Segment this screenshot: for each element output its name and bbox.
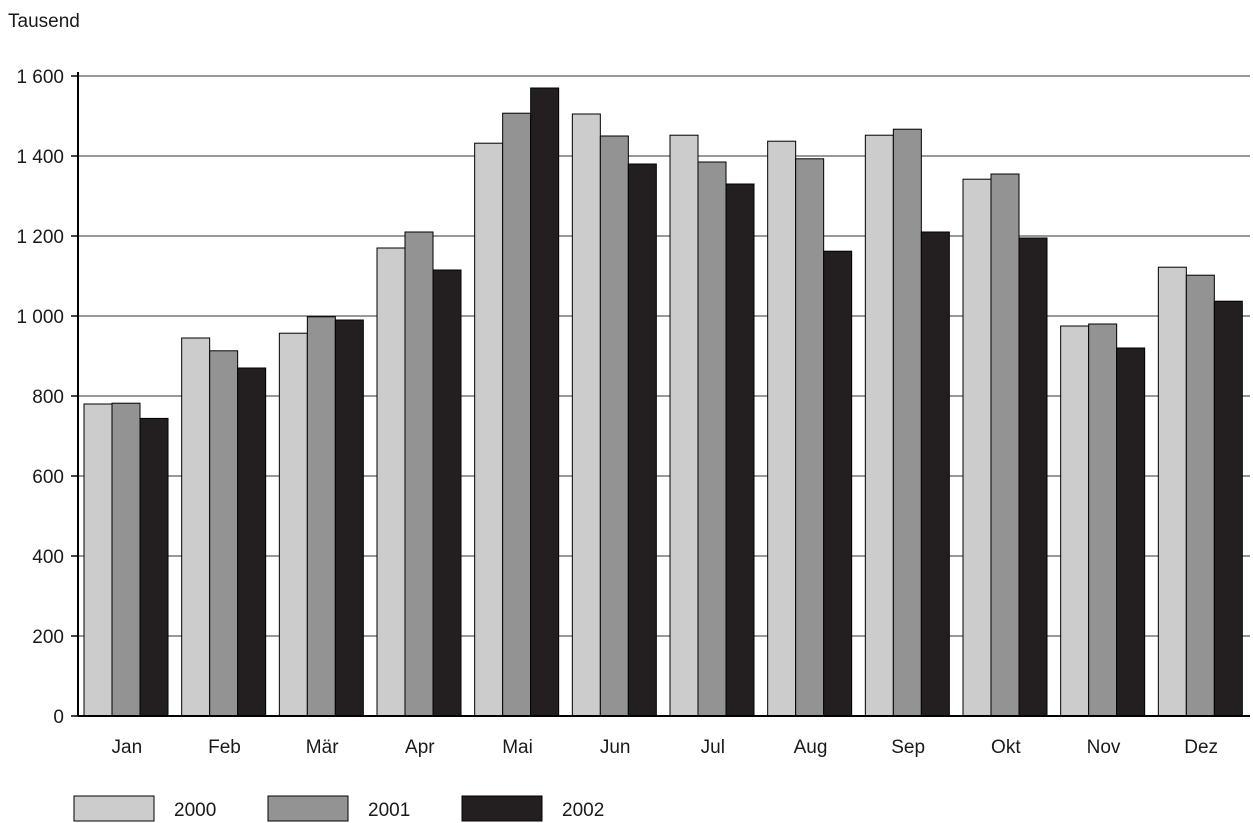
x-tick-label: Jun — [600, 737, 631, 758]
x-tick-label: Okt — [991, 737, 1021, 758]
bar-2001-Feb — [209, 350, 239, 717]
bar-2000-Mär — [278, 332, 308, 717]
bar-2001-Jul — [697, 161, 727, 717]
y-tick-label: 600 — [32, 467, 64, 488]
bar-2002-Jun — [627, 163, 657, 717]
bar-2000-Dez — [1157, 266, 1187, 717]
y-tick-label: 400 — [32, 547, 64, 568]
axes — [71, 72, 1250, 717]
bar-2002-Mai — [530, 87, 560, 717]
legend-swatch-2001 — [267, 795, 349, 822]
gridlines — [78, 75, 1250, 637]
legend-label-2002: 2002 — [562, 800, 604, 821]
bar-2002-Jul — [725, 183, 755, 717]
bar-2000-Okt — [962, 178, 992, 717]
bar-2001-Jun — [599, 135, 629, 717]
bar-2002-Aug — [823, 250, 853, 717]
x-tick-label: Apr — [405, 737, 435, 758]
y-axis-unit-label: Tausend — [8, 11, 80, 32]
bars — [83, 87, 1243, 717]
y-tick-label: 0 — [53, 707, 64, 728]
bar-2001-Mai — [502, 112, 532, 717]
legend-swatch-2000 — [73, 795, 155, 822]
bar-2001-Dez — [1185, 274, 1215, 717]
y-tick-label: 1 000 — [16, 307, 64, 328]
legend: 2000 2001 2002 — [73, 795, 604, 822]
bar-2002-Dez — [1213, 300, 1243, 717]
bar-2002-Feb — [237, 367, 267, 717]
bar-2002-Okt — [1018, 237, 1048, 717]
bar-2002-Apr — [432, 269, 462, 717]
bar-2002-Jan — [139, 417, 169, 717]
x-tick-label: Mai — [502, 737, 533, 758]
x-tick-label: Dez — [1184, 737, 1218, 758]
x-tick-label: Sep — [891, 737, 925, 758]
x-tick-label: Jul — [701, 737, 725, 758]
bar-2002-Nov — [1116, 347, 1146, 717]
bar-2000-Feb — [181, 337, 211, 717]
x-tick-label: Mär — [306, 737, 339, 758]
y-tick-label: 200 — [32, 627, 64, 648]
bar-2001-Aug — [795, 158, 825, 717]
bar-2000-Jan — [83, 403, 113, 717]
y-tick-label: 1 200 — [16, 227, 64, 248]
bar-2000-Jun — [571, 113, 601, 717]
y-tick-label: 1 600 — [16, 67, 64, 88]
y-tick-label: 1 400 — [16, 147, 64, 168]
bar-2000-Jul — [669, 134, 699, 717]
x-tick-labels: Jan Feb Mär Apr Mai Jun Jul Aug Sep Okt Nov Dez — [112, 737, 1219, 758]
legend-label-2001: 2001 — [368, 800, 410, 821]
bar-2000-Aug — [767, 140, 797, 717]
bar-2001-Okt — [990, 173, 1020, 717]
bar-2000-Nov — [1060, 325, 1090, 717]
bar-2000-Apr — [376, 247, 406, 717]
bar-2000-Sep — [864, 134, 894, 717]
bar-2002-Mär — [334, 319, 364, 717]
legend-swatch-2002 — [461, 795, 543, 822]
x-tick-label: Nov — [1087, 737, 1121, 758]
bar-2001-Jan — [111, 402, 141, 717]
x-tick-label: Jan — [112, 737, 143, 758]
bar-2000-Mai — [474, 142, 504, 717]
bar-2002-Sep — [920, 231, 950, 717]
bar-2001-Apr — [404, 231, 434, 717]
bar-2001-Nov — [1088, 323, 1118, 717]
legend-label-2000: 2000 — [174, 800, 216, 821]
y-tick-label: 800 — [32, 387, 64, 408]
bar-2001-Mär — [306, 316, 336, 717]
y-tick-labels: 0 200 400 600 800 1 000 1 200 1 400 1 600 — [16, 67, 64, 728]
bar-2001-Sep — [892, 128, 922, 717]
x-tick-label: Feb — [208, 737, 241, 758]
x-tick-label: Aug — [794, 737, 828, 758]
